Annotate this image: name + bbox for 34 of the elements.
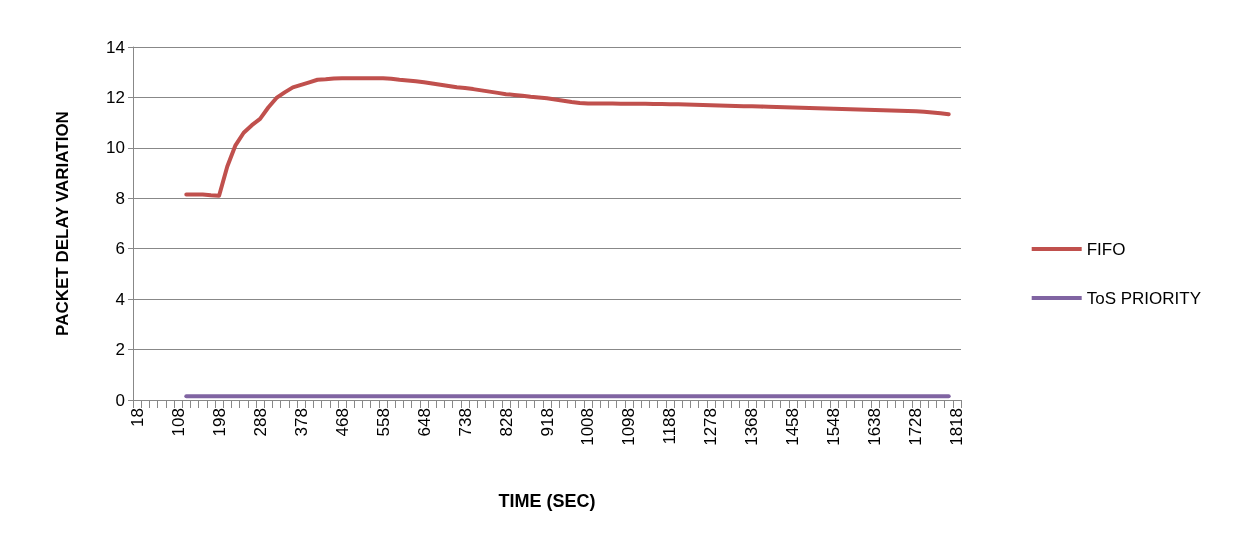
- x-tick-label: 1818: [947, 408, 967, 446]
- y-axis-title: PACKET DELAY VARIATION: [53, 111, 72, 336]
- legend-label: ToS PRIORITY: [1086, 288, 1202, 308]
- x-tick-label: 468: [332, 408, 352, 437]
- x-tick-label: 648: [414, 408, 434, 437]
- x-tick-label: 198: [209, 408, 229, 437]
- y-tick-label: 4: [115, 289, 125, 309]
- y-tick-label: 8: [115, 188, 125, 208]
- y-tick-label: 14: [106, 37, 125, 57]
- x-tick-label: 1548: [824, 408, 844, 446]
- x-tick-label: 1188: [660, 408, 680, 445]
- x-tick-label: 378: [291, 408, 311, 437]
- y-tick-label: 12: [106, 87, 125, 107]
- x-tick-label: 1368: [742, 408, 762, 446]
- y-tick-label: 2: [115, 340, 125, 360]
- x-tick-label: 828: [496, 408, 516, 437]
- x-tick-label: 288: [250, 408, 270, 437]
- x-tick-label: 738: [455, 408, 475, 437]
- x-axis-title: TIME (SEC): [498, 491, 596, 511]
- x-tick-label: 1008: [578, 408, 598, 446]
- y-tick-label: 10: [106, 138, 125, 158]
- legend-label: FIFO: [1086, 239, 1126, 259]
- x-tick-label: 1098: [619, 408, 639, 446]
- line-series: [184, 76, 951, 198]
- x-tick-label: 18: [127, 408, 147, 427]
- x-tick-label: 1458: [783, 408, 803, 446]
- y-tick-label: 0: [115, 390, 125, 410]
- x-tick-label: 1278: [701, 408, 721, 446]
- x-tick-label: 108: [168, 408, 188, 437]
- y-tick-label: 6: [115, 239, 125, 259]
- x-tick-label: 918: [537, 408, 557, 437]
- x-tick-label: 1728: [906, 408, 926, 446]
- x-tick-label: 1638: [865, 408, 885, 446]
- x-tick-label: 558: [373, 408, 393, 437]
